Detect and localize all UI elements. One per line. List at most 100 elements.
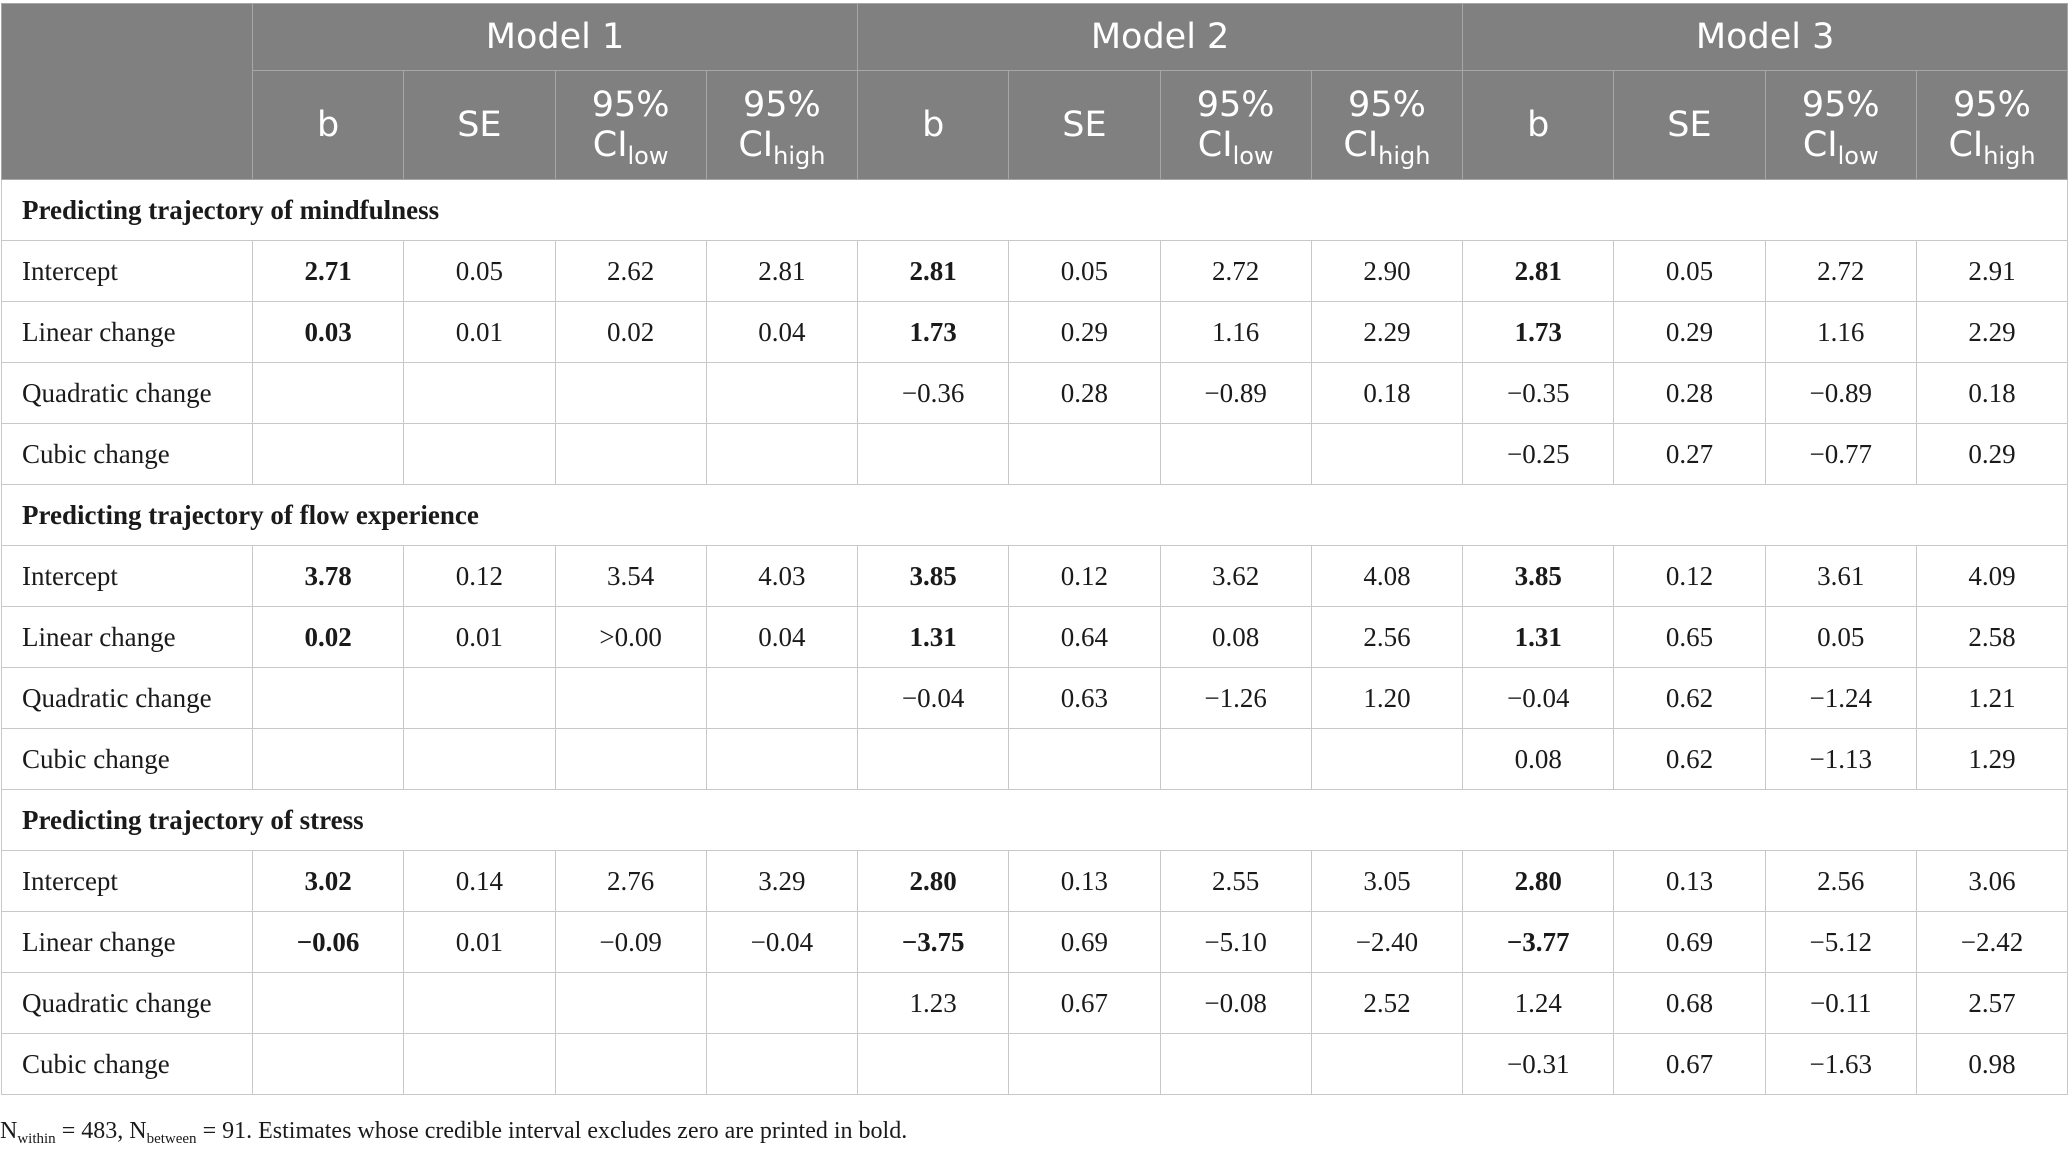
value-cell [554,972,707,1034]
model-header-row: Model 1 Model 2 Model 3 [1,3,2068,180]
table-row: Cubic change −0.31 0.67 −1.63 0.98 [1,1033,2068,1095]
value-cell: 2.76 [554,850,707,912]
model-3-ci-high-header: 95% CIhigh [1915,70,2068,180]
value-cell: 3.62 [1159,545,1312,607]
value-cell: 2.52 [1310,972,1464,1034]
value-cell: 1.31 [857,606,1010,668]
row-label: Linear change [1,301,253,363]
value-cell [705,972,859,1034]
row-label: Cubic change [1,1033,253,1095]
value-cell [857,1033,1010,1095]
value-cell: 2.80 [1462,850,1615,912]
ci-prefix: 95% [1348,85,1426,125]
value-cell: 2.72 [1764,240,1917,302]
value-cell [1159,423,1312,485]
value-cell: 4.03 [705,545,859,607]
value-cell: 0.01 [403,911,556,973]
row-label: Linear change [1,606,253,668]
value-cell: −1.63 [1764,1033,1917,1095]
row-label: Linear change [1,911,253,973]
value-cell: 4.09 [1915,545,2068,607]
value-cell: 2.58 [1915,606,2068,668]
value-cell: 0.68 [1613,972,1766,1034]
table-body: Predicting trajectory of mindfulness Inte… [0,179,2068,1095]
value-cell: 1.21 [1915,667,2068,729]
value-cell [403,667,556,729]
value-cell: 0.69 [1613,911,1766,973]
se-label: SE [1062,105,1107,145]
value-cell: 0.04 [705,301,859,363]
value-cell: 2.55 [1159,850,1312,912]
value-cell: 0.63 [1008,667,1161,729]
value-cell: 0.08 [1462,728,1615,790]
section-title: Predicting trajectory of flow experience [0,484,2068,546]
value-cell [1310,728,1464,790]
section-title: Predicting trajectory of mindfulness [0,179,2068,241]
value-cell: 3.05 [1310,850,1464,912]
row-label: Intercept [1,240,253,302]
ci-prefix: 95% [743,85,821,125]
table-row: Intercept 3.02 0.14 2.76 3.29 2.80 0.13 2.55 3.0… [1,850,2068,912]
model-1-se-header: SE [403,70,556,180]
value-cell [403,728,556,790]
value-cell: 1.29 [1915,728,2068,790]
value-cell: 2.57 [1915,972,2068,1034]
value-cell [251,1033,405,1095]
model-3-b-header: b [1462,70,1615,180]
value-cell: 4.08 [1310,545,1464,607]
table-row: Intercept 2.71 0.05 2.62 2.81 2.81 0.05 2.72 2.9… [1,240,2068,302]
value-cell: 2.72 [1159,240,1312,302]
value-cell: 0.29 [1915,423,2068,485]
value-cell: 1.16 [1764,301,1917,363]
se-label: SE [1667,105,1712,145]
table-footnote: Nwithin = 483, Nbetween = 91. Estimates … [0,1118,907,1147]
section-header-row: Predicting trajectory of stress [0,789,2068,851]
value-cell: 2.90 [1310,240,1464,302]
value-cell: −0.25 [1462,423,1615,485]
value-cell: 0.29 [1008,301,1161,363]
value-cell: 2.29 [1915,301,2068,363]
value-cell [251,972,405,1034]
value-cell: 0.67 [1008,972,1161,1034]
ci-prefix: 95% [1801,85,1880,125]
value-cell: 0.08 [1159,606,1312,668]
value-cell: −2.42 [1915,911,2068,973]
value-cell: 0.01 [403,301,556,363]
value-cell: 0.13 [1008,850,1161,912]
value-cell: 0.03 [251,301,405,363]
value-cell: 0.14 [403,850,556,912]
value-cell: 2.81 [1462,240,1615,302]
value-cell [1008,423,1161,485]
value-cell: 0.05 [1764,606,1917,668]
value-cell: −2.40 [1310,911,1464,973]
ci-prefix: 95% [1953,85,2031,125]
value-cell [1008,728,1161,790]
value-cell [403,1033,556,1095]
value-cell: 1.24 [1462,972,1615,1034]
value-cell: 3.54 [554,545,707,607]
value-cell: −0.77 [1764,423,1917,485]
value-cell: 0.12 [403,545,556,607]
value-cell [554,1033,707,1095]
value-cell: 0.02 [554,301,707,363]
model-2-ci-high-header: 95% CIhigh [1310,70,1464,180]
value-cell: −0.35 [1462,362,1615,424]
b-label: b [1527,105,1550,145]
row-label: Quadratic change [1,362,253,424]
value-cell: 0.98 [1915,1033,2068,1095]
value-cell: −0.36 [857,362,1010,424]
value-cell: 0.27 [1613,423,1766,485]
ci-low-label: CIlow [592,125,669,170]
value-cell: 1.20 [1310,667,1464,729]
value-cell [554,728,707,790]
value-cell: 3.29 [705,850,859,912]
table-row: Linear change 0.03 0.01 0.02 0.04 1.73 0.29 1.1… [1,301,2068,363]
value-cell: 1.31 [1462,606,1615,668]
value-cell [403,423,556,485]
ci-high-label: CIhigh [1948,125,2036,170]
value-cell: −1.13 [1764,728,1917,790]
value-cell [705,728,859,790]
value-cell: 0.18 [1310,362,1464,424]
value-cell: 0.65 [1613,606,1766,668]
value-cell: −1.26 [1159,667,1312,729]
